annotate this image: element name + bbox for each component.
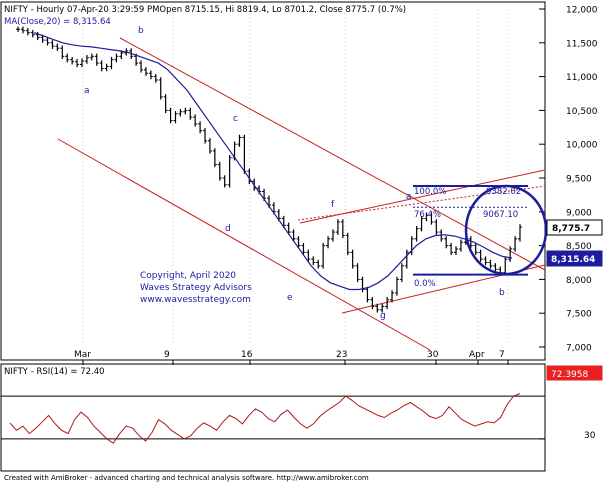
- price-panel: [0, 1, 546, 361]
- wave-label: g: [380, 311, 386, 321]
- rsi-line: [1, 393, 545, 444]
- rsi-panel: [0, 363, 546, 472]
- y-tick-label: 7,500: [566, 310, 592, 320]
- channel-dashed-line: [297, 185, 546, 221]
- ma-last-tag: 8,315.64: [546, 250, 603, 267]
- wave-label: a: [406, 192, 412, 202]
- highlight-circle: [464, 184, 548, 276]
- x-tick-label: 7: [499, 350, 505, 360]
- x-tick-label: Apr: [469, 350, 485, 360]
- website-line: www.wavesstrategy.com: [140, 295, 251, 305]
- fib-76-value: 9067.10: [483, 210, 518, 220]
- x-tick-label: 30: [427, 350, 439, 360]
- y-tick-label: 9,500: [566, 175, 592, 185]
- wave-labels: a b c d e f g a b: [84, 26, 505, 321]
- wave-label: b: [499, 288, 505, 298]
- moving-average-line: [33, 32, 513, 291]
- y-tick-label: 8,000: [566, 276, 592, 286]
- wave-label: e: [287, 293, 293, 303]
- y-tick-label: 11,500: [566, 39, 598, 49]
- channel-line: [57, 138, 431, 351]
- wave-label: d: [225, 224, 231, 234]
- rsi-title: NIFTY - RSI(14) = 72.40: [4, 367, 105, 377]
- channel-line: [119, 37, 546, 271]
- y-tick-label: 12,000: [566, 6, 598, 16]
- x-tick-label: 23: [336, 350, 347, 360]
- rsi-polyline: [9, 393, 521, 444]
- y-tick-label: 10,500: [566, 107, 598, 117]
- x-tick-label: 9: [164, 350, 170, 360]
- fib-100-label: 100.0%: [414, 187, 446, 197]
- last-close-value: 8,775.7: [552, 224, 590, 234]
- ma-polyline: [33, 32, 513, 291]
- price-bars: [16, 26, 522, 313]
- axis-ticks: 7,000 7,500 8,000 8,500 9,000 9,500 10,000 10,5…: [74, 6, 598, 440]
- y-tick-label: 10,000: [566, 141, 598, 151]
- ma-label: MA(Close,20) = 8,315.64: [4, 17, 111, 27]
- x-tick-label: Mar: [74, 350, 91, 360]
- y-tick-label: 8,500: [566, 242, 592, 252]
- wave-label: c: [233, 114, 238, 124]
- fib-0-label: 0.0%: [414, 279, 436, 289]
- rsi-last-tag: 72.3958: [546, 365, 603, 381]
- footer-credit: Created with AmiBroker - advanced charti…: [4, 474, 369, 482]
- fib-100-value: 9382.02: [486, 187, 521, 197]
- channel-line: [299, 169, 546, 224]
- y-tick-label: 11,000: [566, 73, 598, 83]
- wave-label: b: [138, 26, 144, 36]
- chart-title: NIFTY - Hourly 07-Apr-20 3:29:59 PMOpen …: [4, 5, 406, 15]
- last-close-tag: 8,775.7: [546, 219, 603, 236]
- rsi-tick-30: 30: [584, 431, 596, 441]
- wave-label: f: [331, 200, 335, 210]
- fib-76-label: 76.4%: [414, 210, 441, 220]
- ma-last-value: 8,315.64: [551, 255, 595, 265]
- wave-label: a: [84, 86, 90, 96]
- rsi-last-value: 72.3958: [551, 370, 588, 380]
- company-line: Waves Strategy Advisors: [140, 283, 252, 293]
- copyright-line: Copyright, April 2020: [140, 271, 236, 281]
- y-tick-label: 9,000: [566, 208, 592, 218]
- y-tick-label: 7,000: [566, 344, 592, 354]
- x-tick-label: 16: [241, 350, 253, 360]
- grid-layer: [82, 9, 509, 345]
